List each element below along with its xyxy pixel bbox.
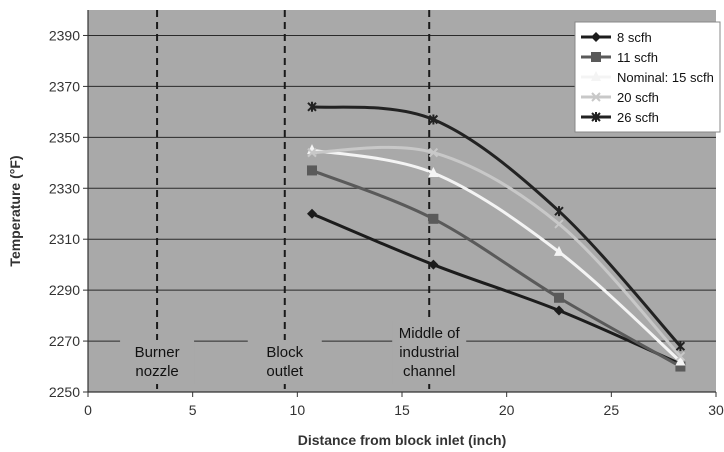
y-tick-label: 2350: [49, 129, 80, 145]
data-point: [307, 147, 317, 158]
y-tick-label: 2270: [49, 333, 80, 349]
data-point: [554, 305, 564, 316]
legend-entry: 8 scfh: [617, 30, 652, 45]
axes: 2250 2270 2290 2310 2330 2350 2370 2390 0 5 10 15 20…: [49, 10, 724, 418]
series: [307, 101, 686, 352]
reference-label: Burner: [135, 344, 180, 361]
y-tick-label: 2250: [49, 384, 80, 400]
reference-label: nozzle: [135, 363, 178, 380]
legend-entry: Nominal: 15 scfh: [617, 70, 714, 85]
x-tick-label: 25: [604, 402, 620, 418]
series: [306, 165, 686, 372]
reference-label: channel: [403, 363, 456, 380]
x-tick-label: 10: [290, 402, 306, 418]
reference-label-bg: [247, 340, 322, 384]
data-point: [428, 114, 439, 125]
data-point: [675, 355, 686, 366]
data-point: [554, 219, 564, 229]
data-point: [554, 206, 564, 217]
y-tick-label: 2310: [49, 231, 80, 247]
x-axis-title: Distance from block inlet (inch): [298, 432, 506, 448]
series-line: [311, 169, 682, 368]
reference-label-bg: [120, 340, 195, 384]
series-layer: [306, 101, 686, 372]
data-point: [591, 112, 601, 122]
legend-entry: 26 scfh: [617, 110, 659, 125]
reference-label: outlet: [266, 363, 304, 380]
y-axis-title: Temperature (°F): [7, 155, 23, 266]
data-point: [428, 147, 439, 158]
data-point: [428, 213, 439, 224]
reference-label: Middle of: [399, 325, 461, 342]
data-point: [675, 361, 686, 372]
x-tick-label: 20: [499, 402, 515, 418]
x-tick-label: 30: [708, 402, 724, 418]
data-point: [591, 52, 601, 62]
reference-label-bg: [392, 321, 467, 384]
series-line: [311, 148, 682, 363]
legend: 8 scfh 11 scfh Nominal: 15 scfh 20 scfh 26 s…: [574, 21, 721, 133]
data-point: [554, 245, 564, 256]
series-line: [311, 212, 682, 366]
legend-entry: 20 scfh: [617, 90, 659, 105]
series: [307, 145, 686, 362]
data-point: [675, 341, 686, 352]
data-point: [306, 165, 317, 176]
data-point: [591, 71, 601, 81]
data-point: [428, 259, 439, 270]
series-line: [311, 145, 682, 358]
data-point: [591, 92, 601, 102]
reference-label: industrial: [399, 344, 459, 361]
data-point: [306, 208, 317, 219]
data-point: [675, 351, 686, 362]
reference-label: Block: [266, 344, 303, 361]
x-tick-label: 5: [189, 402, 197, 418]
legend-entry: 11 scfh: [617, 50, 658, 65]
y-tick-label: 2390: [49, 27, 80, 43]
series-line: [311, 105, 682, 348]
y-tick-label: 2330: [49, 180, 80, 196]
data-point: [428, 166, 439, 177]
y-tick-label: 2290: [49, 282, 80, 298]
x-tick-label: 0: [84, 402, 92, 418]
y-tick-label: 2370: [49, 78, 80, 94]
data-point: [554, 292, 564, 303]
data-point: [591, 32, 601, 42]
x-tick-label: 15: [394, 402, 410, 418]
data-point: [307, 101, 317, 112]
reference-lines: Burner nozzle Block outlet Middle of industri…: [120, 10, 467, 392]
